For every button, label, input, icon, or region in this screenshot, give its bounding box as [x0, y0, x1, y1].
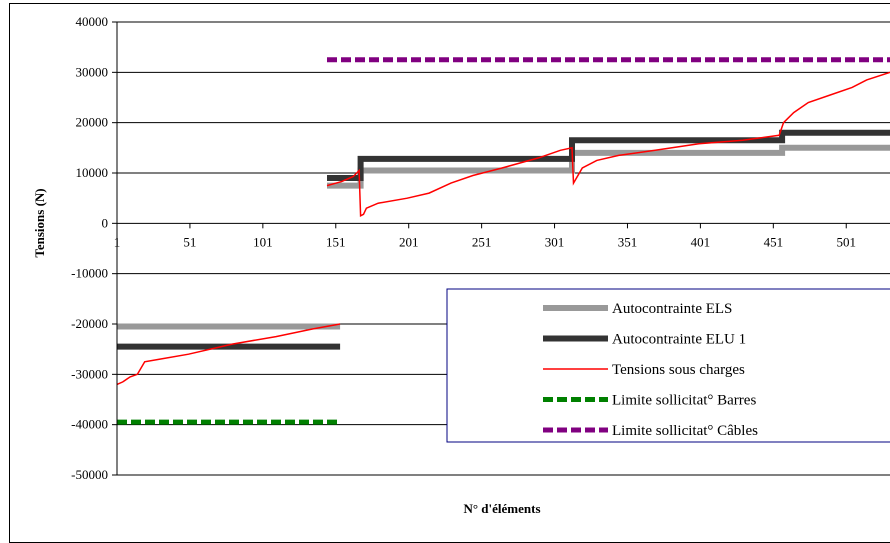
tick-labels: 40000 30000 20000 10000 0 -10000 -20000 -30000 -… — [71, 14, 856, 482]
y-tick-label: 0 — [102, 215, 109, 230]
x-tick-label: 401 — [691, 234, 711, 249]
y-tick-label: 40000 — [76, 14, 109, 29]
y-tick-label: 20000 — [76, 115, 109, 130]
x-tick-label: 51 — [183, 234, 196, 249]
x-tick-label: 351 — [618, 234, 638, 249]
x-tick-label: 451 — [764, 234, 784, 249]
legend-label: Autocontrainte ELS — [612, 301, 732, 317]
y-tick-label: -50000 — [71, 467, 108, 482]
legend-label: Tensions sous charges — [612, 362, 745, 378]
x-axis-title: N° d'éléments — [463, 501, 540, 516]
y-tick-label: 30000 — [76, 64, 109, 79]
series-autocontrainte-els-line-1 — [327, 144, 890, 189]
x-tick-label: 201 — [399, 234, 419, 249]
chart-frame — [9, 3, 890, 543]
x-tick-label: 501 — [836, 234, 856, 249]
x-tick-label: 101 — [253, 234, 273, 249]
y-tick-label: -40000 — [71, 417, 108, 432]
legend-label: Limite sollicitat° Câbles — [612, 423, 758, 439]
series-layer — [116, 57, 890, 425]
x-tick-label: 1 — [114, 234, 121, 249]
y-tick-label: -20000 — [71, 316, 108, 331]
x-tick-label: 251 — [472, 234, 492, 249]
legend-label: Limite sollicitat° Barres — [612, 393, 756, 409]
series-tensions-sous-charges-line-1 — [326, 71, 890, 218]
x-tick-label: 151 — [326, 234, 346, 249]
x-tick-label: 301 — [545, 234, 565, 249]
legend-label: Autocontrainte ELU 1 — [612, 332, 746, 348]
y-axis-title: Tensions (N) — [32, 188, 47, 257]
axes — [112, 21, 847, 476]
y-tick-label: -30000 — [71, 366, 108, 381]
y-tick-label: 10000 — [76, 165, 109, 180]
legend: Autocontrainte ELS Autocontrainte ELU 1 Te… — [446, 288, 890, 443]
y-tick-label: -10000 — [71, 266, 108, 281]
legend-box — [446, 288, 890, 443]
series-tensions-sous-charges-line-2 — [116, 323, 341, 386]
